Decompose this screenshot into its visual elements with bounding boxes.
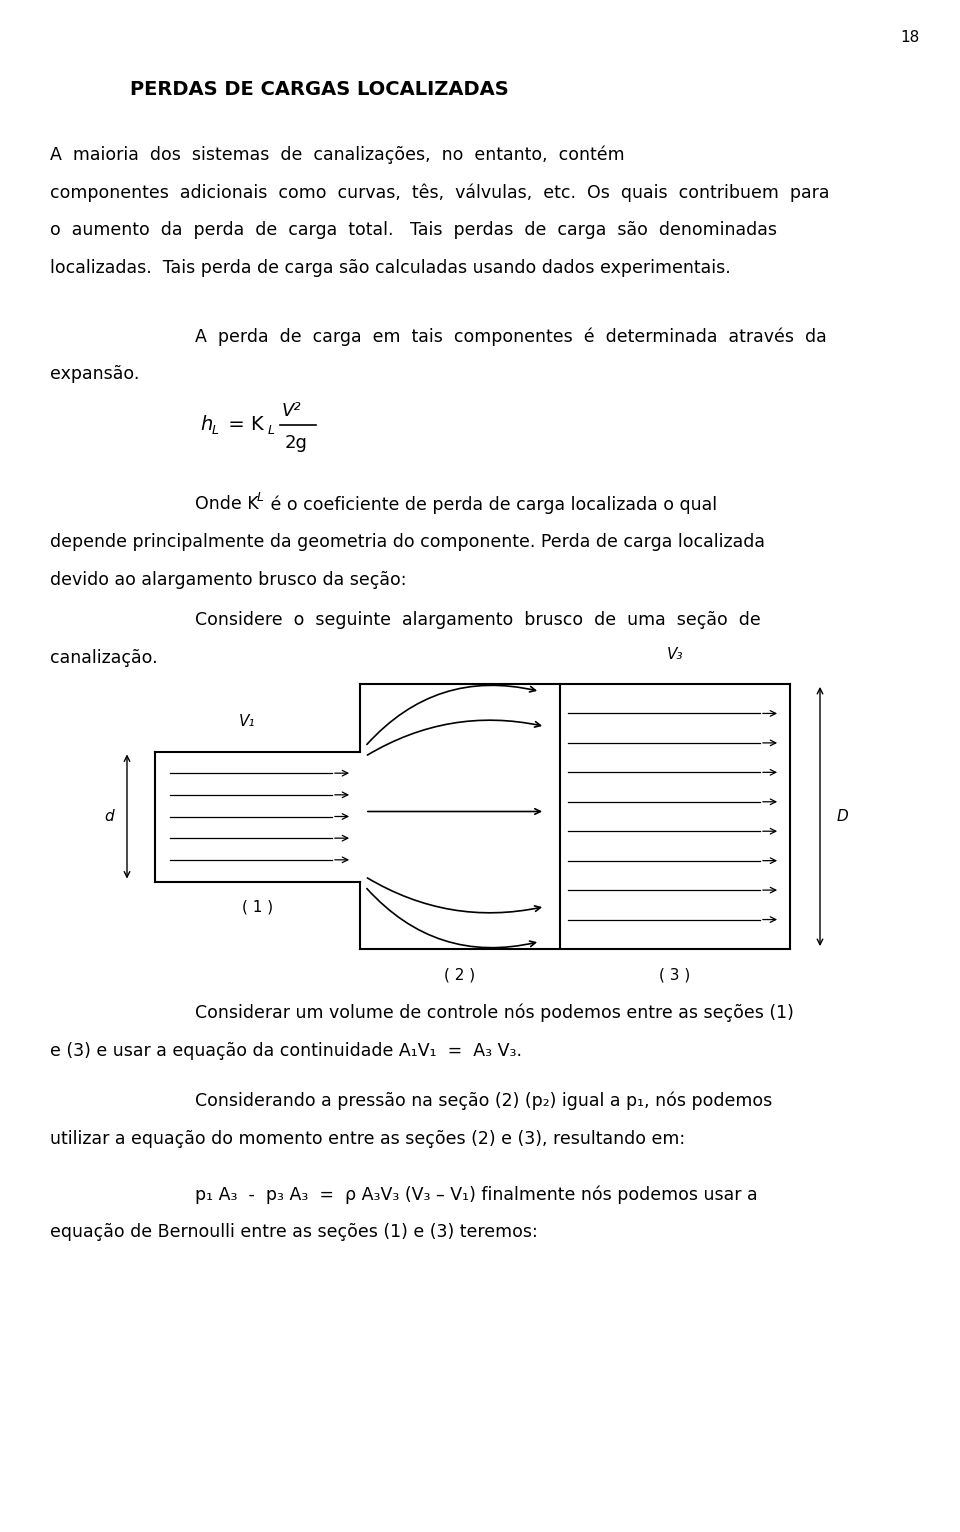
Text: p₁ A₃  -  p₃ A₃  =  ρ A₃V₃ (V₃ – V₁) finalmente nós podemos usar a: p₁ A₃ - p₃ A₃ = ρ A₃V₃ (V₃ – V₁) finalme… [195,1184,757,1204]
Text: L: L [257,490,264,504]
Text: d: d [105,809,114,824]
Text: 2g: 2g [285,434,308,452]
Text: ( 1 ): ( 1 ) [242,899,273,915]
Text: Onde K: Onde K [195,495,258,513]
Text: A  maioria  dos  sistemas  de  canalizações,  no  entanto,  contém: A maioria dos sistemas de canalizações, … [50,146,625,164]
Text: PERDAS DE CARGAS LOCALIZADAS: PERDAS DE CARGAS LOCALIZADAS [130,80,509,100]
Text: A  perda  de  carga  em  tais  componentes  é  determinada  através  da: A perda de carga em tais componentes é d… [195,326,827,346]
Text: = K: = K [222,415,264,435]
Text: D: D [836,809,848,824]
Text: ( 2 ): ( 2 ) [444,967,475,982]
Text: V₁: V₁ [239,714,255,729]
Text: Considerar um volume de controle nós podemos entre as seções (1): Considerar um volume de controle nós pod… [195,1003,794,1022]
Text: Considere  o  seguinte  alargamento  brusco  de  uma  seção  de: Considere o seguinte alargamento brusco … [195,611,760,630]
Text: localizadas.  Tais perda de carga são calculadas usando dados experimentais.: localizadas. Tais perda de carga são cal… [50,259,731,277]
Text: V₃: V₃ [667,647,684,662]
Text: h: h [200,415,212,435]
Text: canalização.: canalização. [50,650,157,666]
Text: equação de Bernoulli entre as seções (1) e (3) teremos:: equação de Bernoulli entre as seções (1)… [50,1223,538,1241]
Text: o  aumento  da  perda  de  carga  total.   Tais  perdas  de  carga  são  denomin: o aumento da perda de carga total. Tais … [50,221,777,239]
Text: é o coeficiente de perda de carga localizada o qual: é o coeficiente de perda de carga locali… [265,495,717,513]
Text: ( 3 ): ( 3 ) [660,967,690,982]
Text: devido ao alargamento brusco da seção:: devido ao alargamento brusco da seção: [50,571,406,588]
Text: e (3) e usar a equação da continuidade A₁V₁  =  A₃ V₃.: e (3) e usar a equação da continuidade A… [50,1042,522,1060]
Text: depende principalmente da geometria do componente. Perda de carga localizada: depende principalmente da geometria do c… [50,533,765,552]
Text: utilizar a equação do momento entre as seções (2) e (3), resultando em:: utilizar a equação do momento entre as s… [50,1131,685,1147]
Text: expansão.: expansão. [50,365,139,383]
Text: 18: 18 [900,31,920,44]
Text: L: L [268,424,275,438]
Text: L: L [212,424,219,438]
Text: componentes  adicionais  como  curvas,  tês,  válvulas,  etc.  Os  quais  contri: componentes adicionais como curvas, tês,… [50,182,829,202]
Text: Considerando a pressão na seção (2) (p₂) igual a p₁, nós podemos: Considerando a pressão na seção (2) (p₂)… [195,1092,772,1111]
Text: V²: V² [282,401,301,420]
